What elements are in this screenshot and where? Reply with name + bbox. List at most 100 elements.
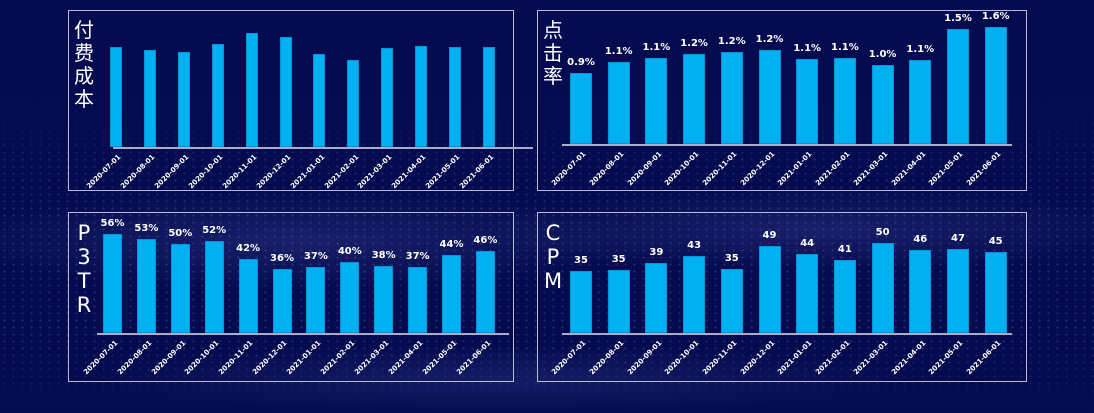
x-tick-label: 2020-09-01 (625, 339, 664, 377)
bar-2021-04-01[interactable] (909, 60, 932, 144)
x-tick-label: 2021-02-01 (814, 150, 852, 188)
data-label: 1.0% (868, 49, 897, 60)
data-label: 1.2% (680, 38, 708, 49)
bar-2021-05-01[interactable] (442, 255, 461, 333)
x-tick-label: 2021-03-01 (353, 339, 391, 377)
x-tick-label: 2020-12-01 (738, 150, 777, 188)
data-label: 44% (439, 239, 464, 250)
bar-2021-04-01[interactable] (408, 267, 428, 333)
bar-2020-09-01[interactable] (177, 52, 190, 147)
bar-2021-02-01[interactable] (833, 58, 856, 144)
data-label: 37% (405, 251, 430, 262)
bar-2021-01-01[interactable] (796, 254, 819, 333)
chart-panel-p3tr: P3TR 56% 2020-07-01 53% 2020-08-01 50% 2020-09… (68, 212, 514, 382)
data-label: 43 (687, 240, 702, 251)
bar-2021-06-01[interactable] (984, 27, 1007, 144)
bar-2021-02-01[interactable] (347, 60, 360, 147)
x-axis-line (97, 333, 509, 335)
x-tick-label: 2020-12-01 (251, 339, 289, 377)
bar-2020-08-01[interactable] (607, 62, 630, 144)
data-label: 1.5% (944, 13, 972, 24)
x-axis-line (562, 333, 1012, 335)
x-tick-label: 2020-10-01 (187, 153, 225, 191)
x-tick-label: 2020-07-01 (550, 339, 588, 377)
x-tick-label: 2021-04-01 (889, 150, 927, 188)
x-tick-label: 2021-02-01 (319, 339, 357, 377)
data-label: 40% (337, 246, 362, 257)
bar-2020-10-01[interactable] (683, 54, 706, 144)
data-label: 46 (913, 234, 928, 245)
data-label: 1.2% (717, 36, 746, 47)
x-tick-label: 2020-11-01 (217, 339, 255, 377)
x-axis-line (113, 147, 533, 149)
x-tick-label: 2021-01-01 (776, 150, 814, 188)
bar-2020-10-01[interactable] (204, 241, 224, 333)
bar-2020-09-01[interactable] (170, 244, 190, 333)
x-tick-label: 2021-04-01 (889, 339, 927, 377)
x-tick-label: 2021-03-01 (851, 339, 890, 377)
bar-2020-08-01[interactable] (143, 50, 156, 147)
data-label: 1.6% (981, 11, 1010, 22)
x-tick-label: 2021-01-01 (285, 339, 323, 377)
bar-2021-05-01[interactable] (947, 29, 969, 144)
bar-2020-11-01[interactable] (245, 33, 258, 147)
x-tick-label: 2021-01-01 (288, 153, 327, 191)
bar-2020-09-01[interactable] (645, 263, 668, 333)
chart-panel-ctr: 点击率 0.9% 2020-07-01 1.1% 2020-08-01 1.1% 2020-… (537, 10, 1027, 191)
x-tick-label: 2020-11-01 (701, 150, 739, 188)
bar-2020-12-01[interactable] (279, 37, 292, 147)
x-tick-label: 2020-10-01 (663, 150, 701, 188)
x-tick-label: 2020-12-01 (254, 153, 293, 191)
data-label: 45 (988, 236, 1003, 247)
bar-2020-07-01[interactable] (570, 73, 592, 144)
bar-2020-10-01[interactable] (211, 44, 224, 147)
bar-2021-06-01[interactable] (482, 47, 495, 147)
data-label: 1.1% (604, 46, 633, 57)
bar-2021-03-01[interactable] (871, 243, 894, 333)
bar-2020-09-01[interactable] (645, 58, 668, 144)
bar-2021-05-01[interactable] (449, 47, 461, 147)
x-tick-label: 2020-08-01 (119, 153, 157, 191)
x-tick-label: 2020-09-01 (153, 153, 191, 191)
bar-2021-01-01[interactable] (313, 54, 326, 147)
x-tick-label: 2021-06-01 (458, 153, 496, 191)
x-tick-label: 2020-09-01 (625, 150, 664, 188)
bar-2020-10-01[interactable] (683, 256, 706, 333)
bar-2020-11-01[interactable] (238, 259, 258, 333)
bar-2021-04-01[interactable] (415, 46, 428, 147)
bar-2020-07-01[interactable] (103, 234, 122, 333)
bar-2020-07-01[interactable] (110, 47, 122, 147)
bar-2021-02-01[interactable] (340, 262, 360, 333)
bar-2021-01-01[interactable] (306, 267, 326, 333)
chart-title: CPM (543, 221, 563, 293)
bar-2020-11-01[interactable] (720, 269, 743, 333)
x-tick-label: 2020-08-01 (588, 339, 626, 377)
x-tick-label: 2020-11-01 (701, 339, 739, 377)
bar-2020-08-01[interactable] (607, 270, 630, 333)
bar-2021-02-01[interactable] (833, 260, 856, 333)
data-label: 56% (100, 218, 125, 229)
x-tick-label: 2021-06-01 (965, 339, 1003, 377)
bar-2020-12-01[interactable] (758, 246, 781, 333)
bar-2021-01-01[interactable] (796, 59, 819, 144)
bar-2021-06-01[interactable] (984, 252, 1007, 333)
bar-2020-07-01[interactable] (570, 271, 592, 333)
bar-2020-12-01[interactable] (758, 50, 781, 144)
bar-2020-12-01[interactable] (272, 269, 292, 333)
bar-2020-11-01[interactable] (720, 52, 743, 144)
chart-panel-paid-cost: 付费成本 2020-07-01 2020-08-01 2020-09-01 2020-1… (68, 10, 533, 191)
x-tick-label: 2021-05-01 (424, 153, 462, 191)
bar-2021-06-01[interactable] (475, 251, 495, 333)
bar-2021-03-01[interactable] (374, 266, 394, 333)
bar-2021-04-01[interactable] (909, 250, 932, 333)
bar-2021-03-01[interactable] (871, 65, 894, 144)
bar-2021-05-01[interactable] (947, 249, 969, 333)
x-tick-label: 2021-05-01 (420, 339, 459, 377)
x-tick-label: 2021-02-01 (814, 339, 852, 377)
data-label: 1.2% (755, 34, 784, 45)
bar-2021-03-01[interactable] (381, 48, 394, 147)
data-label: 50% (168, 228, 193, 239)
bar-2020-08-01[interactable] (136, 239, 156, 333)
data-label: 42% (236, 243, 261, 254)
x-tick-label: 2020-11-01 (220, 153, 259, 191)
